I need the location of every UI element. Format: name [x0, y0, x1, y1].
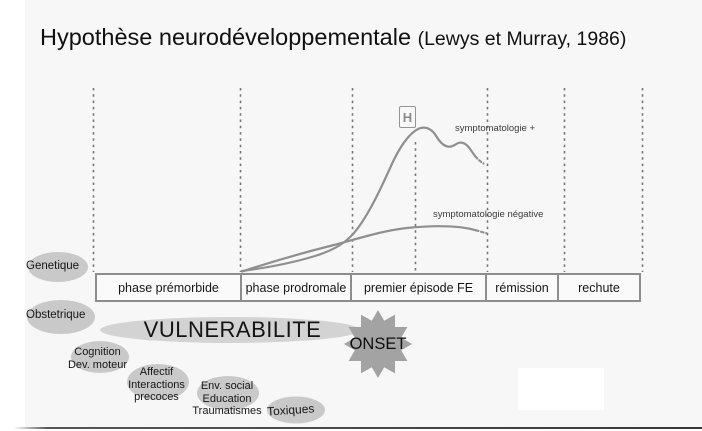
factor-cognition: Cognition Dev. moteur	[55, 346, 140, 371]
factor-ellipses	[27, 252, 325, 424]
page-title: Hypothèse neurodéveloppementale (Lewys e…	[40, 24, 626, 51]
env-social-ellipse	[197, 376, 259, 410]
onset-label: ONSET	[349, 335, 407, 353]
hospital-icon: H	[399, 106, 416, 128]
positive-symptom-label: symptomatologie +	[455, 123, 535, 134]
onset-starburst	[344, 310, 412, 378]
factor-env-line3: Traumatismes	[192, 405, 262, 417]
negative-symptom-curve	[240, 225, 477, 273]
stage-separator-lines	[92, 88, 644, 272]
bottom-divider-line	[13, 427, 702, 429]
affectif-ellipse	[127, 364, 189, 400]
factor-cognition-line1: Cognition	[74, 346, 121, 358]
factor-affectif-line3: precoces	[134, 391, 179, 403]
phase-box-remission: rémission	[485, 273, 559, 302]
toxiques-ellipse	[267, 396, 325, 424]
factor-obstetrique: Obstetrique	[26, 309, 86, 321]
symptom-curves	[240, 126, 488, 273]
page-title-citation: (Lewys et Murray, 1986)	[417, 28, 627, 50]
phase-box-premorbide: phase prémorbide	[95, 273, 242, 302]
factor-affectif-line1: Affectif	[139, 366, 174, 378]
factor-genetique: Genetique	[26, 260, 80, 272]
positive-symptom-curve	[240, 126, 477, 273]
phase-box-prodromale: phase prodromale	[240, 273, 352, 302]
hospital-icon-letter: H	[402, 109, 413, 125]
factor-affectif-line2: Interactions	[128, 378, 185, 391]
factor-env-social: Env. social Education Traumatismes	[182, 380, 272, 418]
genetique-ellipse	[28, 252, 88, 282]
phase-box-premier-episode: premier épisode FE	[350, 273, 487, 302]
page-title-main: Hypothèse neurodéveloppementale	[40, 24, 418, 50]
vulnerability-label: VULNERABILITE	[143, 317, 322, 342]
cognition-ellipse	[71, 341, 129, 373]
factor-env-line1: Env. social	[200, 380, 254, 392]
factor-affectif: Affectif Interactions precoces	[114, 366, 199, 404]
negative-symptom-label: symptomatologie négative	[433, 209, 544, 220]
phase-box-rechute: rechute	[557, 273, 641, 302]
phase-timeline: phase prémorbide phase prodromale premie…	[95, 273, 641, 302]
background-white-patch	[518, 368, 604, 410]
factor-cognition-line2: Dev. moteur	[67, 358, 128, 371]
positive-curve-dashed-tail	[474, 155, 485, 165]
vulnerability-band	[100, 317, 360, 343]
negative-curve-dashed-tail	[474, 229, 488, 235]
factor-env-line2: Education	[202, 392, 252, 405]
obstetrique-ellipse	[27, 300, 95, 334]
